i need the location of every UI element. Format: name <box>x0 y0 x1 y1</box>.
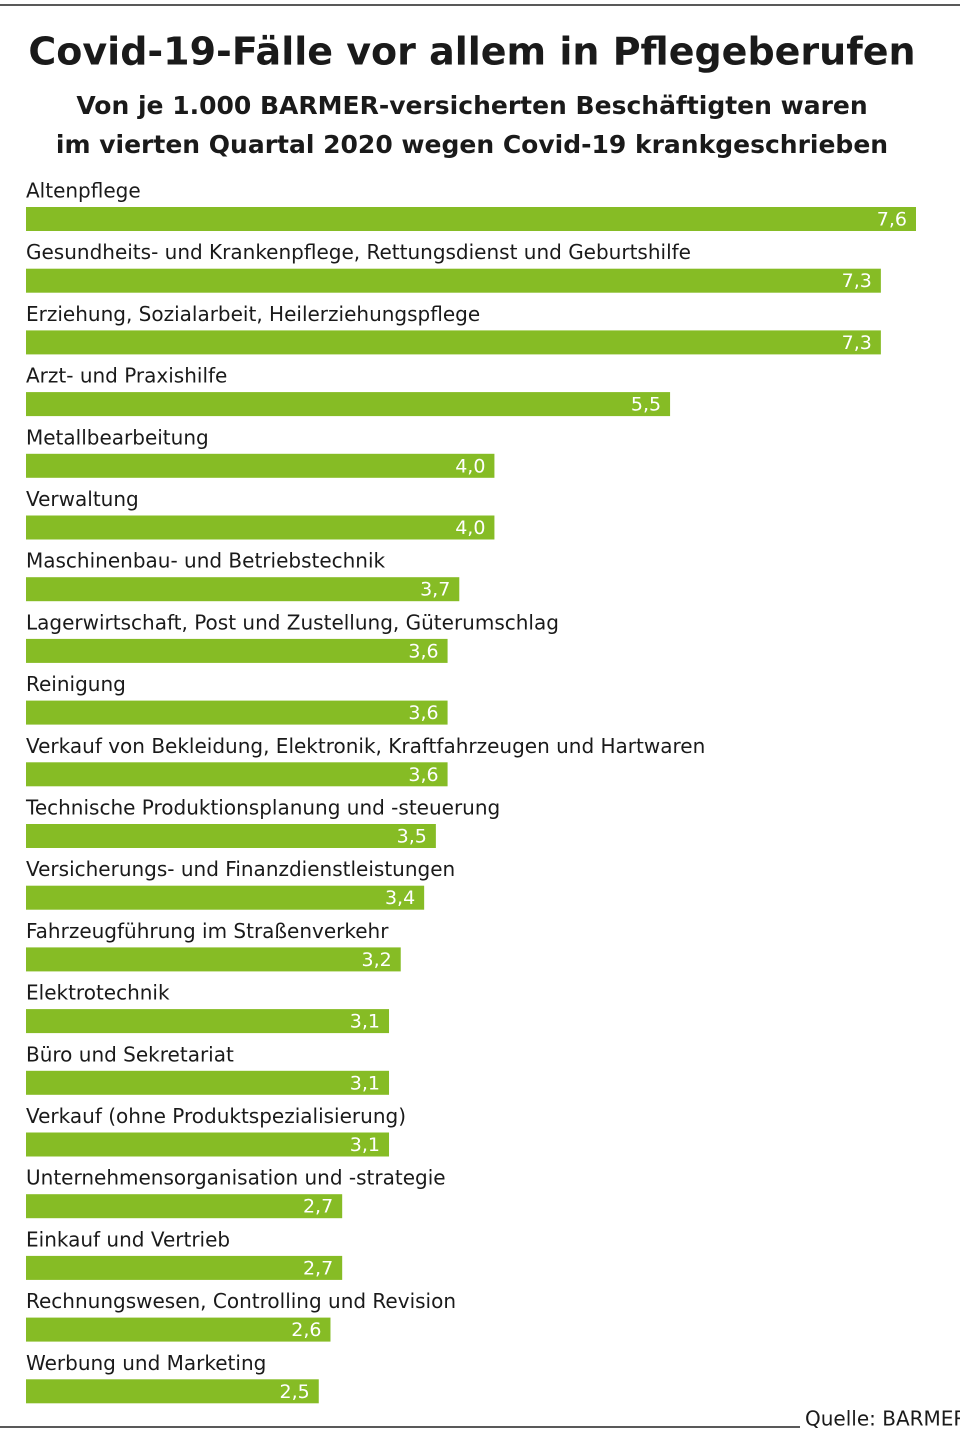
value-label: 3,4 <box>385 887 415 909</box>
value-label: 4,0 <box>455 517 485 539</box>
bar <box>26 1009 390 1034</box>
bar <box>26 885 425 910</box>
value-label: 2,5 <box>280 1381 310 1403</box>
chart-subtitle: im vierten Quartal 2020 wegen Covid-19 k… <box>56 130 888 159</box>
category-label: Verkauf von Bekleidung, Elektronik, Kraf… <box>26 734 705 758</box>
category-label: Elektrotechnik <box>26 981 170 1005</box>
bar <box>26 1132 390 1157</box>
category-label: Lagerwirtschaft, Post und Zustellung, Gü… <box>26 610 559 634</box>
bar <box>26 453 495 478</box>
value-label: 7,3 <box>842 270 872 292</box>
chart-title: Covid-19-Fälle vor allem in Pflegeberufe… <box>28 30 915 74</box>
value-label: 3,1 <box>350 1134 380 1156</box>
bar <box>26 1194 343 1219</box>
bar <box>26 700 448 725</box>
bar <box>26 268 881 293</box>
value-label: 3,6 <box>408 764 438 786</box>
value-label: 7,3 <box>842 332 872 354</box>
category-label: Unternehmensorganisation und -strategie <box>26 1166 446 1190</box>
category-label: Verkauf (ohne Produktspezialisierung) <box>26 1104 406 1128</box>
value-label: 4,0 <box>455 455 485 477</box>
bar <box>26 515 495 540</box>
bar <box>26 1255 343 1280</box>
bar <box>26 638 448 663</box>
category-label: Rechnungswesen, Controlling und Revision <box>26 1289 456 1313</box>
value-label: 3,2 <box>362 949 392 971</box>
source: Quelle: BARMER <box>805 1407 960 1431</box>
category-label: Gesundheits- und Krankenpflege, Rettungs… <box>26 240 691 264</box>
category-label: Arzt- und Praxishilfe <box>26 364 227 388</box>
value-label: 3,6 <box>408 702 438 724</box>
value-label: 5,5 <box>631 394 661 416</box>
category-label: Altenpflege <box>26 179 141 203</box>
value-label: 3,6 <box>408 640 438 662</box>
bar <box>26 577 460 602</box>
bar <box>26 330 881 355</box>
bar <box>26 392 671 417</box>
value-label: 3,1 <box>350 1072 380 1094</box>
value-label: 2,7 <box>303 1196 333 1218</box>
bar <box>26 762 448 787</box>
chart-subtitle: Von je 1.000 BARMER-versicherten Beschäf… <box>76 91 867 120</box>
bar <box>26 1379 319 1404</box>
bar <box>26 1070 390 1095</box>
value-label: 3,5 <box>397 826 427 848</box>
category-label: Werbung und Marketing <box>26 1351 266 1375</box>
category-label: Maschinenbau- und Betriebstechnik <box>26 549 386 573</box>
bar <box>26 824 436 848</box>
bar <box>26 1317 331 1342</box>
value-label: 2,7 <box>303 1257 333 1279</box>
category-label: Metallbearbeitung <box>26 425 209 449</box>
category-label: Verwaltung <box>26 487 139 511</box>
value-label: 3,7 <box>420 579 450 601</box>
category-label: Büro und Sekretariat <box>26 1042 234 1066</box>
category-label: Fahrzeugführung im Straßenverkehr <box>26 919 389 943</box>
value-label: 3,1 <box>350 1011 380 1033</box>
category-label: Versicherungs- und Finanzdienstleistunge… <box>26 857 455 881</box>
category-label: Technische Produktionsplanung und -steue… <box>25 796 500 820</box>
value-label: 2,6 <box>291 1319 321 1341</box>
category-label: Einkauf und Vertrieb <box>26 1227 230 1251</box>
bar <box>26 947 401 972</box>
bar <box>26 207 916 231</box>
category-label: Erziehung, Sozialarbeit, Heilerziehungsp… <box>26 302 480 326</box>
value-label: 7,6 <box>877 209 907 231</box>
category-label: Reinigung <box>26 672 126 696</box>
